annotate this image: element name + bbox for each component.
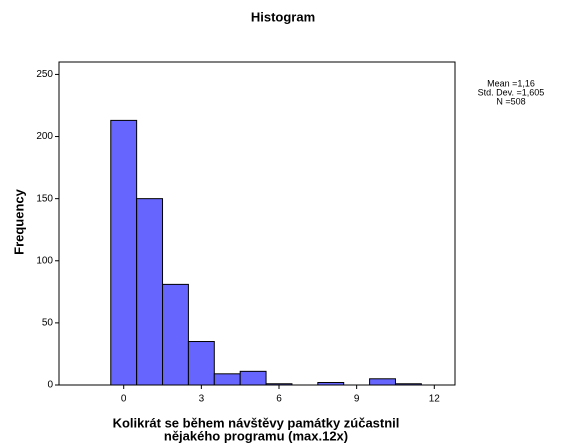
- y-axis-label: Frequency: [11, 188, 26, 255]
- x-axis-label: nějakého programu (max.12x): [164, 428, 348, 443]
- y-tick-label: 100: [36, 255, 53, 266]
- stats-text: N =508: [496, 96, 525, 106]
- y-tick-label: 0: [47, 380, 53, 391]
- bar: [136, 198, 164, 386]
- x-tick-label: 12: [429, 394, 441, 405]
- bar: [213, 373, 241, 386]
- bar: [162, 283, 189, 386]
- y-tick-label: 200: [36, 131, 53, 142]
- chart-title: Histogram: [251, 9, 315, 24]
- stats-text: Std. Dev. =1,605: [478, 87, 545, 97]
- plot-frame: [58, 61, 456, 386]
- x-tick-label: 0: [121, 394, 127, 405]
- y-tick-label: 150: [36, 193, 53, 204]
- bar: [187, 341, 215, 386]
- stats-text: Mean =1,16: [487, 78, 535, 88]
- x-tick-label: 9: [354, 394, 360, 405]
- y-tick-label: 250: [36, 69, 53, 80]
- bar: [239, 370, 267, 386]
- bar: [110, 119, 138, 386]
- x-tick-label: 3: [199, 394, 205, 405]
- x-tick-label: 6: [276, 394, 282, 405]
- bar: [369, 378, 396, 386]
- x-axis-label: Kolikrát se během návštěvy památky zúčas…: [113, 415, 400, 430]
- y-tick-label: 50: [42, 318, 54, 329]
